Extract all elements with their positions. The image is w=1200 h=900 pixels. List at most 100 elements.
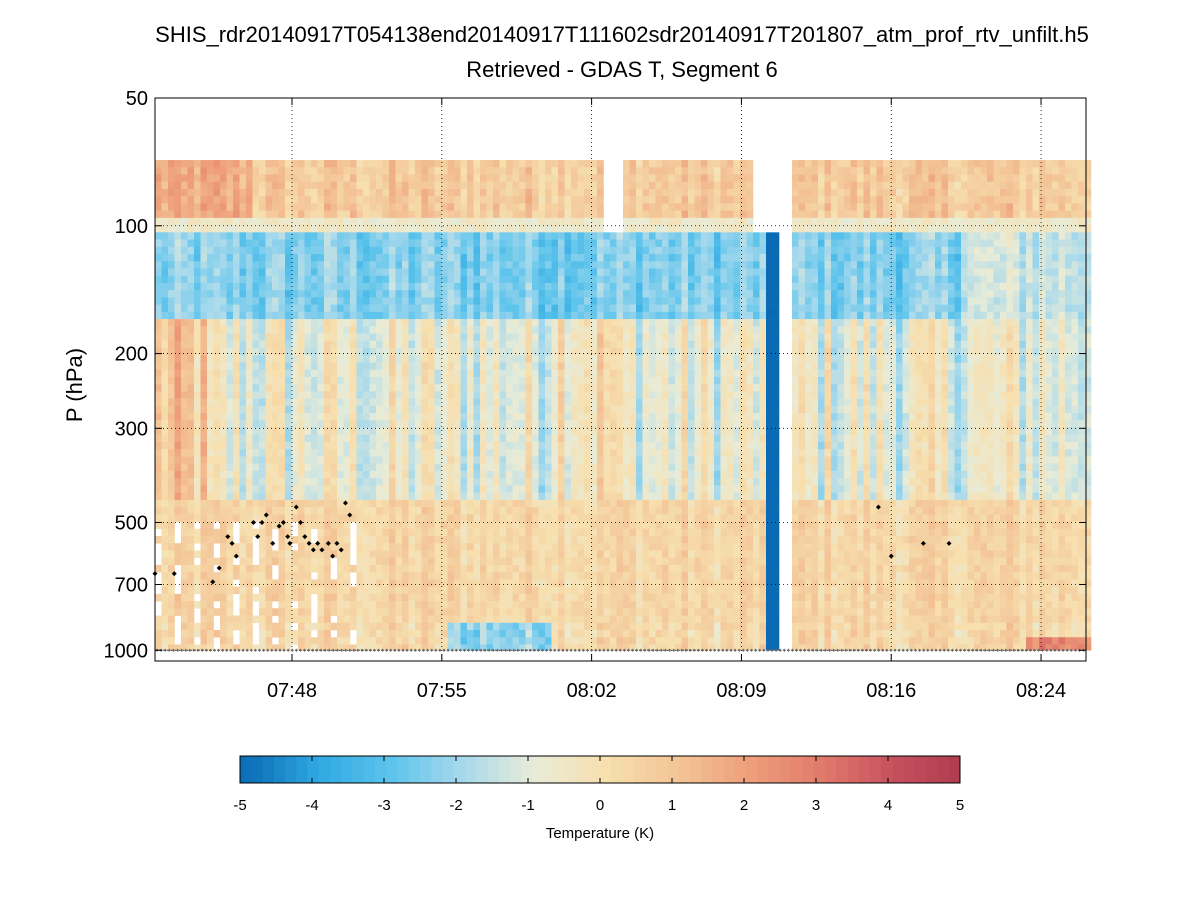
heatmap-cell	[168, 550, 175, 558]
heatmap-cell	[545, 282, 552, 291]
heatmap-cell	[187, 319, 195, 327]
heatmap-cell	[395, 622, 403, 631]
heatmap-cell	[265, 550, 273, 558]
heatmap-cell	[181, 492, 188, 501]
heatmap-cell	[623, 311, 630, 320]
heatmap-cell	[389, 615, 396, 624]
heatmap-cell	[480, 564, 487, 573]
heatmap-cell	[246, 181, 253, 190]
heatmap-cell	[428, 442, 435, 450]
heatmap-cell	[623, 630, 630, 638]
heatmap-cell	[168, 485, 175, 493]
heatmap-cell	[493, 521, 500, 530]
heatmap-cell	[506, 203, 513, 211]
heatmap-cell	[376, 261, 383, 269]
heatmap-cell	[610, 355, 617, 363]
heatmap-cell	[337, 290, 344, 298]
heatmap-cell	[519, 326, 526, 334]
heatmap-cell	[434, 507, 442, 515]
heatmap-cell	[304, 536, 312, 544]
heatmap-cell	[499, 637, 507, 645]
heatmap-cell	[447, 470, 455, 479]
heatmap-cell	[298, 398, 305, 407]
heatmap-cell	[493, 297, 500, 305]
heatmap-cell	[532, 384, 539, 392]
heatmap-cell	[272, 514, 279, 522]
heatmap-cell	[616, 275, 624, 284]
heatmap-cell	[155, 420, 162, 428]
heatmap-cell	[317, 456, 325, 464]
heatmap-cell	[486, 442, 494, 450]
heatmap-cell	[246, 405, 253, 414]
heatmap-cell	[584, 369, 591, 378]
heatmap-cell	[538, 449, 546, 457]
heatmap-cell	[187, 622, 195, 631]
heatmap-cell	[558, 304, 565, 313]
heatmap-cell	[226, 564, 234, 573]
heatmap-cell	[350, 246, 357, 255]
heatmap-cell	[493, 203, 500, 211]
heatmap-cell	[506, 282, 513, 291]
heatmap-cell	[317, 572, 325, 580]
heatmap-cell	[317, 615, 325, 624]
heatmap-cell	[623, 586, 630, 595]
heatmap-cell	[168, 340, 175, 349]
heatmap-cell	[389, 188, 396, 197]
heatmap-cell	[265, 564, 273, 573]
heatmap-cell	[389, 586, 396, 595]
heatmap-cell	[168, 492, 175, 501]
heatmap-cell	[603, 550, 611, 558]
heatmap-cell	[213, 362, 221, 371]
heatmap-cell	[506, 413, 513, 421]
heatmap-cell	[356, 456, 364, 464]
heatmap-cell	[454, 442, 461, 450]
heatmap-cell	[590, 333, 598, 342]
heatmap-cell	[246, 478, 253, 486]
heatmap-cell	[298, 232, 305, 240]
heatmap-cell	[291, 174, 299, 183]
heatmap-cell	[298, 167, 305, 175]
heatmap-cell	[629, 572, 637, 580]
heatmap-cell	[155, 275, 162, 284]
heatmap-cell	[382, 181, 390, 190]
heatmap-cell	[402, 181, 409, 190]
heatmap-cell	[610, 391, 617, 399]
heatmap-cell	[551, 188, 559, 197]
heatmap-cell	[415, 391, 422, 399]
heatmap-cell	[473, 217, 481, 226]
heatmap-cell	[311, 557, 318, 566]
heatmap-cell	[512, 499, 520, 508]
heatmap-cell	[285, 427, 292, 436]
heatmap-cell	[447, 217, 455, 226]
heatmap-cell	[571, 181, 578, 190]
heatmap-cell	[421, 217, 429, 226]
heatmap-cell	[441, 507, 448, 515]
heatmap-cell	[441, 528, 448, 537]
heatmap-cell	[155, 456, 162, 464]
heatmap-cell	[428, 637, 435, 645]
heatmap-cell	[584, 586, 591, 595]
heatmap-cell	[350, 174, 357, 183]
heatmap-cell	[408, 282, 416, 291]
heatmap-cell	[330, 246, 338, 255]
heatmap-cell	[317, 586, 325, 595]
heatmap-cell	[278, 160, 286, 168]
heatmap-cell	[590, 290, 598, 298]
heatmap-cell	[343, 550, 351, 558]
heatmap-cell	[571, 456, 578, 464]
heatmap-cell	[467, 268, 474, 277]
heatmap-cell	[213, 405, 221, 414]
heatmap-cell	[493, 275, 500, 284]
heatmap-cell	[564, 398, 572, 407]
heatmap-cell	[356, 254, 364, 262]
heatmap-cell	[239, 514, 247, 522]
heatmap-cell	[174, 188, 182, 197]
heatmap-cell	[408, 608, 416, 616]
heatmap-cell	[395, 348, 403, 356]
heatmap-cell	[369, 456, 377, 464]
heatmap-cell	[233, 181, 240, 190]
heatmap-cell	[369, 514, 377, 522]
heatmap-cell	[408, 514, 416, 522]
heatmap-cell	[265, 536, 273, 544]
heatmap-cell	[623, 391, 630, 399]
